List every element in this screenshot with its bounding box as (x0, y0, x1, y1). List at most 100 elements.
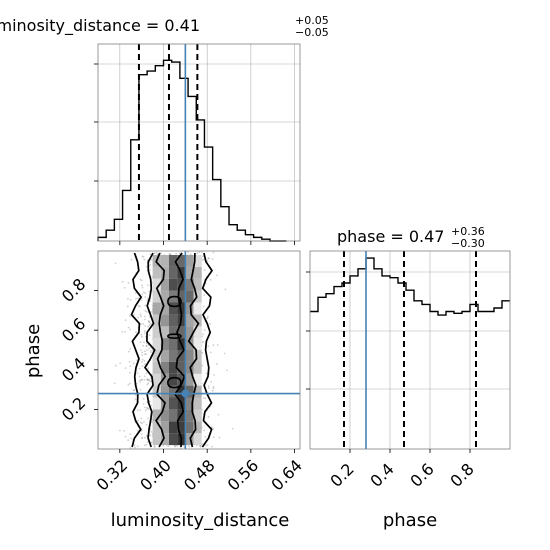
density-cell (185, 314, 194, 327)
scatter-point (139, 278, 142, 281)
scatter-point (148, 290, 151, 293)
scatter-point (141, 378, 143, 381)
density-cell (152, 302, 161, 315)
scatter-point (140, 333, 143, 336)
scatter-point (141, 358, 144, 361)
density-cell (169, 338, 178, 350)
scatter-point (188, 445, 191, 448)
scatter-point (199, 444, 202, 447)
scatter-point (130, 258, 133, 261)
scatter-point (203, 294, 206, 296)
scatter-point (121, 280, 124, 283)
scatter-point (203, 329, 206, 331)
density-cell (185, 326, 194, 339)
x-tick-label: 0.4 (366, 459, 397, 490)
density-cell (152, 266, 161, 279)
scatter-point (207, 257, 210, 260)
scatter-point (211, 445, 214, 448)
phase-title-plus: +0.36 (451, 225, 485, 238)
density-cell (193, 302, 202, 315)
contour-line (187, 252, 200, 448)
phase-histogram-panel: 0.2 0.4 0.6 0.8 (306, 250, 511, 491)
scatter-point (144, 292, 147, 295)
x-tick-label: 0.40 (136, 456, 175, 495)
scatter-point (124, 330, 126, 333)
scatter-point (140, 349, 143, 351)
scatter-point (143, 318, 146, 321)
density-cell (169, 302, 178, 315)
density-cell (160, 302, 169, 315)
y-tick-label: 0.2 (58, 393, 89, 424)
scatter-point (140, 315, 143, 317)
density-cell (185, 338, 194, 350)
scatter-point (201, 364, 204, 367)
scatter-point (150, 404, 153, 407)
scatter-point (141, 335, 143, 338)
scatter-point (143, 360, 146, 362)
scatter-point (144, 315, 146, 318)
scatter-point (149, 253, 152, 256)
scatter-point (127, 281, 130, 284)
scatter-point (147, 319, 150, 322)
density-cell (193, 314, 202, 327)
scatter-point (174, 445, 176, 448)
scatter-point (148, 347, 151, 350)
scatter-point (201, 251, 203, 253)
density-cell (193, 326, 202, 339)
scatter-point (145, 342, 148, 345)
scatter-point (128, 382, 131, 385)
density-cell (160, 314, 169, 327)
scatter-point (145, 353, 147, 355)
scatter-point (129, 348, 132, 350)
scatter-point (133, 389, 136, 392)
scatter-point (205, 444, 208, 447)
scatter-point (113, 382, 116, 385)
scatter-point (179, 447, 182, 449)
scatter-point (204, 397, 207, 400)
scatter-point (140, 437, 143, 440)
scatter-point (202, 333, 205, 336)
scatter-point (129, 328, 132, 331)
scatter-point (146, 407, 149, 410)
axes-frame (97, 43, 301, 242)
density-cell (169, 361, 178, 374)
scatter-point (140, 279, 143, 282)
scatter-point (134, 446, 136, 449)
scatter-point (138, 367, 141, 370)
x-axis-label-phase: phase (383, 510, 437, 531)
scatter-point (143, 332, 146, 335)
scatter-point (130, 437, 133, 440)
density-cell (169, 278, 178, 291)
scatter-point (150, 441, 153, 444)
scatter-point (119, 362, 122, 365)
density-cell (152, 338, 161, 350)
density-cell (193, 338, 202, 350)
scatter-point (144, 363, 146, 366)
scatter-point (141, 286, 144, 289)
density-cell (185, 397, 194, 410)
scatter-point (132, 389, 135, 392)
scatter-point (155, 251, 158, 254)
scatter-point (148, 379, 151, 382)
scatter-point (147, 417, 149, 420)
density-cell (193, 278, 202, 291)
scatter-point (150, 258, 153, 261)
scatter-point (168, 253, 171, 255)
scatter-point (212, 344, 215, 347)
scatter-point (212, 428, 215, 430)
scatter-point (206, 444, 209, 446)
scatter-point (139, 421, 142, 424)
density-cell (177, 326, 186, 339)
scatter-point (223, 352, 226, 355)
density-cell (160, 266, 169, 279)
density-cell (193, 397, 202, 410)
scatter-point (149, 269, 152, 271)
scatter-point (145, 372, 148, 375)
scatter-point (140, 433, 143, 435)
density-cell (193, 290, 202, 303)
scatter-point (139, 388, 142, 391)
luminosity-distance-title-plus: +0.05 (295, 14, 329, 27)
scatter-point (147, 378, 149, 381)
scatter-point (145, 409, 147, 412)
